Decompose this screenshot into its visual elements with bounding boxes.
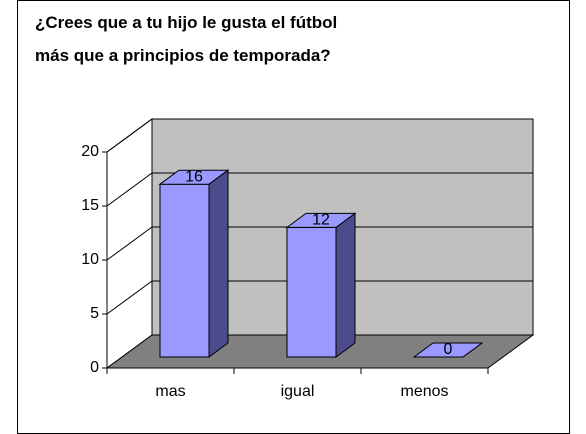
- grid-line: [106, 118, 533, 153]
- chart-title: ¿Crees que a tu hijo le gusta el fútbol: [35, 13, 337, 32]
- grid-line: [106, 172, 533, 207]
- bar-side: [335, 212, 356, 358]
- value-label: 16: [185, 168, 203, 185]
- x-tick-label: mas: [155, 383, 185, 400]
- x-tick-label: menos: [400, 383, 448, 400]
- grid-line: [106, 226, 533, 261]
- y-tick-label: 0: [90, 359, 99, 376]
- y-tick-label: 15: [81, 197, 99, 214]
- y-tick-label: 5: [90, 305, 99, 322]
- value-label: 0: [444, 341, 453, 358]
- value-label: 12: [312, 212, 330, 229]
- chart-title: más que a principios de temporada?: [35, 46, 331, 65]
- y-tick-label: 20: [81, 143, 99, 160]
- bar-top: [158, 169, 230, 185]
- bar-top: [412, 342, 484, 358]
- bar-front: [159, 183, 210, 358]
- bar: [285, 212, 357, 358]
- bar: [158, 169, 230, 358]
- grid-line: [106, 280, 533, 315]
- bar-top: [285, 212, 357, 228]
- bar-front: [286, 226, 337, 358]
- y-tick-label: 10: [81, 251, 99, 268]
- bar-side: [208, 169, 229, 358]
- x-tick-label: igual: [281, 383, 315, 400]
- bar: [412, 342, 484, 358]
